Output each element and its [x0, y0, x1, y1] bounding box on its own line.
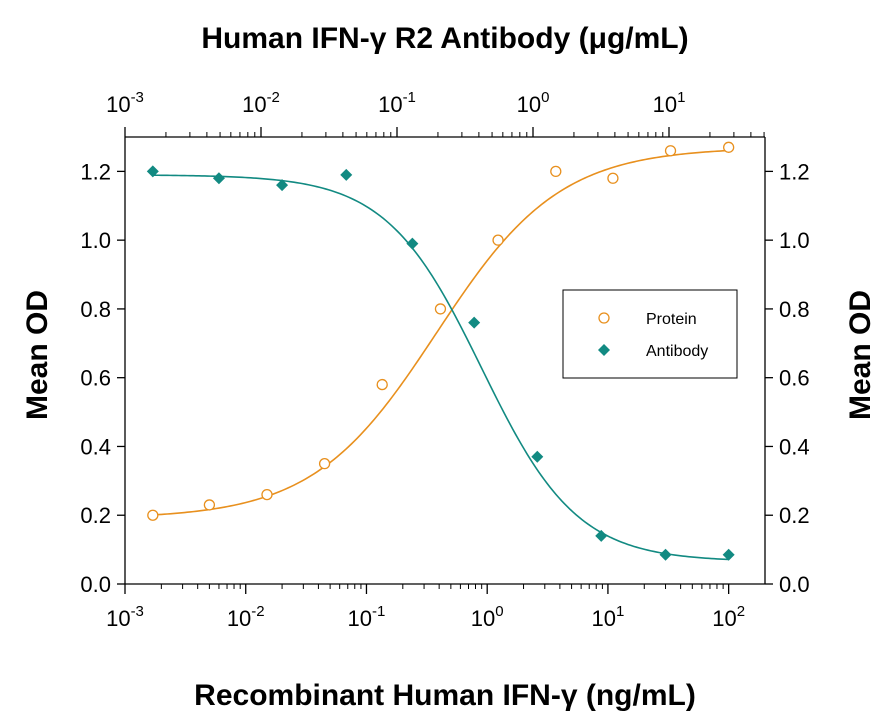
data-point-antibody	[146, 165, 159, 178]
y-tick-label-right: 0.2	[779, 503, 810, 528]
data-point-protein	[723, 141, 735, 153]
data-point-protein	[492, 234, 504, 246]
fit-curves	[152, 149, 729, 561]
y-tick-label-right: 1.0	[779, 228, 810, 253]
data-point-antibody	[659, 548, 672, 561]
x-tick-label-bottom: 101	[592, 603, 625, 631]
legend-protein-label: Protein	[646, 311, 697, 328]
x-tick-label-bottom: 10-1	[348, 603, 386, 631]
y-tick-label-left: 0.0	[80, 572, 111, 597]
fit-curve-antibody	[152, 174, 729, 561]
legend-box	[562, 289, 738, 379]
data-point-antibody	[468, 316, 481, 329]
data-point-protein	[550, 165, 562, 178]
data-point-antibody	[531, 450, 544, 463]
axis-ticks: 0.0 0.0 0.2 0.2 0.4 0.4 0.6 0.6 0.8 0.8 1.0 1.0 1.2 1…	[80, 89, 809, 631]
data-point-antibody	[406, 237, 419, 250]
y-tick-label-right: 0.8	[779, 297, 810, 322]
data-point-protein	[376, 378, 388, 391]
data-point-protein	[261, 488, 273, 501]
legend-antibody-label: Antibody	[646, 343, 708, 360]
y-tick-label-left: 1.0	[80, 228, 111, 253]
x-tick-label-top: 10-1	[378, 89, 416, 117]
legend-protein-marker	[598, 312, 610, 324]
data-point-antibody	[212, 172, 225, 185]
data-point-protein	[664, 145, 677, 157]
y-tick-label-right: 0.0	[779, 572, 810, 597]
data-point-protein	[434, 303, 447, 315]
y-tick-label-left: 0.4	[80, 434, 111, 459]
x-tick-label-bottom: 100	[471, 603, 504, 631]
legend: Protein Antibody	[562, 289, 738, 379]
y-tick-label-left: 0.6	[80, 366, 111, 391]
x-tick-label-top: 100	[517, 89, 550, 117]
top-axis-title: Human IFN-γ R2 Antibody (μg/mL)	[201, 22, 688, 55]
x-tick-label-top: 10-3	[106, 89, 144, 117]
data-point-protein	[203, 499, 216, 511]
data-point-antibody	[595, 529, 608, 542]
x-tick-label-bottom: 10-2	[227, 603, 265, 631]
y-tick-label-left: 0.8	[80, 297, 111, 322]
x-tick-label-bottom: 102	[712, 603, 745, 631]
y-tick-label-left: 0.2	[80, 503, 111, 528]
y-tick-label-right: 1.2	[779, 159, 810, 184]
x-tick-label-top: 101	[653, 89, 686, 117]
x-tick-label-bottom: 10-3	[106, 603, 144, 631]
data-point-antibody	[722, 548, 735, 561]
right-axis-title: Mean OD	[844, 290, 877, 420]
data-point-antibody	[340, 168, 353, 181]
bottom-axis-title: Recombinant Human IFN-γ (ng/mL)	[194, 679, 696, 712]
y-tick-label-right: 0.6	[779, 366, 810, 391]
data-point-antibody	[276, 179, 289, 192]
x-tick-label-top: 10-2	[242, 89, 280, 117]
left-axis-title: Mean OD	[21, 290, 54, 420]
fit-curve-protein	[152, 149, 729, 516]
data-point-protein	[607, 172, 619, 184]
legend-antibody-marker	[598, 344, 610, 356]
data-point-protein	[318, 458, 331, 470]
data-points	[146, 141, 735, 561]
data-point-protein	[147, 509, 159, 521]
y-tick-label-left: 1.2	[80, 159, 111, 184]
y-tick-label-right: 0.4	[779, 434, 810, 459]
